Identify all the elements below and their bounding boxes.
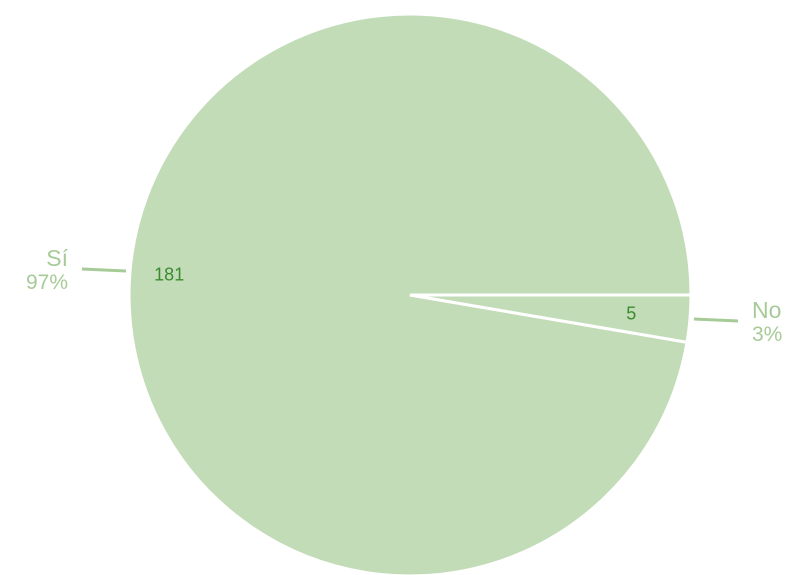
slice-value-label-si: 181: [154, 265, 184, 285]
pie-slices: [127, 12, 693, 575]
leader-line-si: [81, 267, 127, 273]
slice-percent-label-no: 3%: [752, 323, 782, 346]
leader-line-no: [693, 317, 739, 323]
slice-category-label-no: No: [752, 297, 781, 323]
slice-category-label-si: Sí: [46, 245, 68, 271]
slice-percent-label-si: 97%: [26, 271, 68, 294]
slice-value-label-no: 5: [626, 304, 636, 324]
pie-slice-no[interactable]: [409, 293, 693, 344]
